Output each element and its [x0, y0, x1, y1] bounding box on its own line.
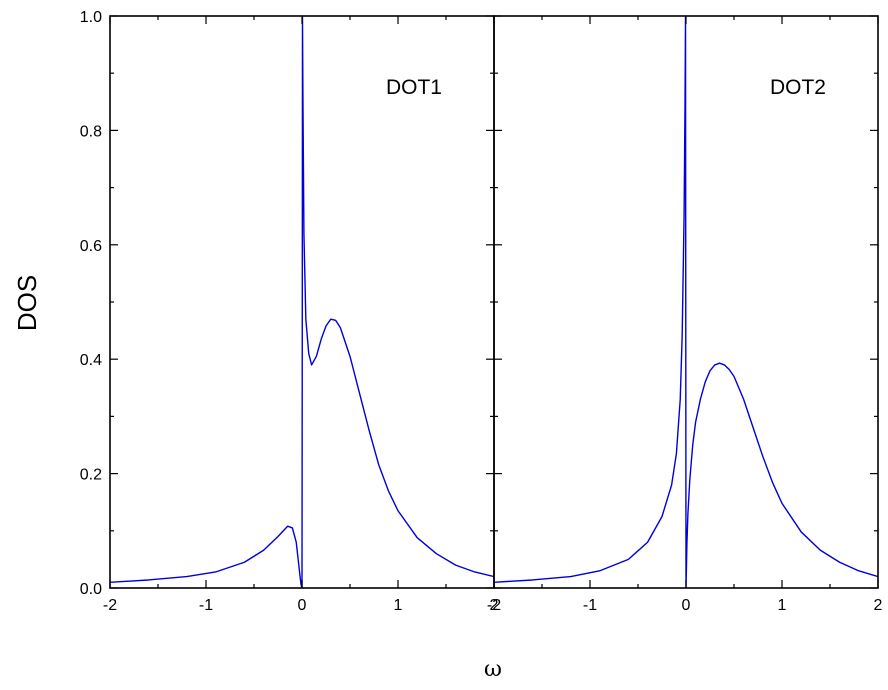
- panel-2: -2 -1 0 1 2 DOT2: [487, 15, 883, 614]
- panel-1: -2 -1 0 1 2 0.0 0.2 0.4 0.6 0.8 1.0 DOT1: [80, 9, 499, 614]
- x-tick-label: 0: [682, 597, 691, 614]
- y-tick-label: 0.8: [80, 123, 102, 140]
- x-tick-label: 1: [394, 597, 403, 614]
- y-tick-label: 0.0: [80, 581, 102, 598]
- plot-panels: -2 -1 0 1 2 0.0 0.2 0.4 0.6 0.8 1.0 DOT1 -2 -1 0 1 2 DOT2: [80, 9, 883, 614]
- panel-label-dot2: DOT2: [770, 76, 826, 99]
- x-tick-label: 1: [778, 597, 787, 614]
- x-tick-label: 2: [490, 597, 499, 614]
- y-tick-label: 0.6: [80, 238, 102, 255]
- x-tick-label: -2: [487, 597, 501, 614]
- y-tick-label: 0.2: [80, 467, 102, 484]
- x-axis-title: ω: [484, 657, 502, 682]
- x-tick-label: 0: [298, 597, 307, 614]
- y-axis-title: DOS: [12, 275, 42, 331]
- x-tick-label: -1: [583, 597, 597, 614]
- series-line-dot2: [494, 16, 878, 588]
- x-tick-label: -1: [199, 597, 213, 614]
- panel-label-dot1: DOT1: [386, 76, 442, 99]
- y-tick-label: 1.0: [80, 9, 102, 26]
- y-tick-label: 0.4: [80, 352, 102, 369]
- x-tick-label: -2: [103, 597, 117, 614]
- series-line-dot1: [110, 16, 494, 588]
- x-tick-label: 2: [874, 597, 883, 614]
